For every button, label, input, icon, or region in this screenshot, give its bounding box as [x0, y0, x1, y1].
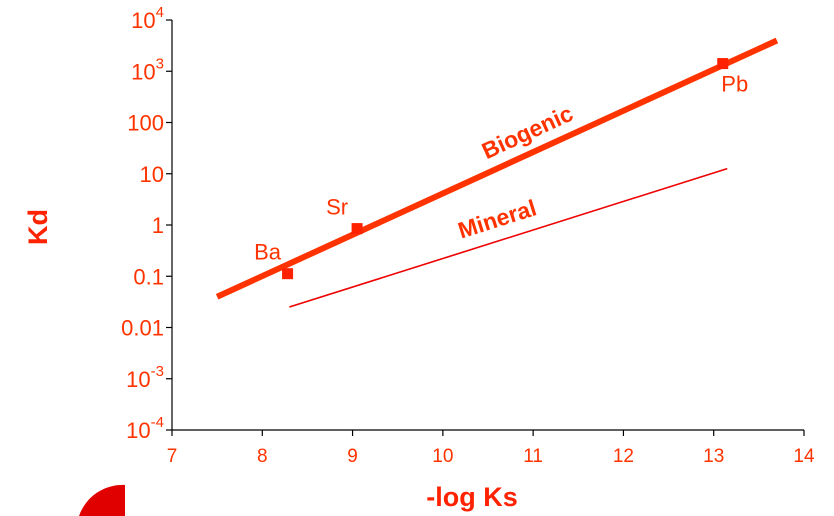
y-tick-exponent: -4 — [151, 414, 164, 431]
y-tick-exponent: 3 — [156, 55, 164, 72]
y-tick-label: 10 — [140, 162, 164, 187]
y-tick-exponent: -3 — [151, 363, 164, 380]
point-label-sr: Sr — [326, 195, 348, 220]
point-label-ba: Ba — [254, 240, 282, 265]
point-marker-pb — [717, 58, 729, 70]
point-marker-sr — [351, 223, 363, 235]
y-tick-label: 0.01 — [121, 316, 164, 341]
y-tick-exponent: 4 — [156, 4, 164, 21]
point-marker-ba — [282, 268, 294, 280]
y-tick-label: 10-4 — [126, 414, 164, 443]
y-tick-label: 10-3 — [126, 363, 164, 392]
y-tick-label: 0.1 — [133, 264, 164, 289]
x-tick-label: 8 — [257, 446, 268, 467]
x-tick-label: 11 — [523, 446, 543, 467]
x-tick-label: 14 — [793, 446, 815, 467]
y-tick-label: 103 — [131, 55, 164, 84]
x-tick-label: 13 — [703, 446, 724, 467]
y-tick-label: 100 — [127, 111, 164, 136]
y-tick-base: 10 — [126, 367, 150, 392]
series-line-mineral — [289, 167, 728, 308]
y-tick-label: 104 — [131, 4, 164, 33]
x-tick-label: 7 — [167, 446, 178, 467]
series-line-biogenic — [215, 37, 779, 300]
x-ticks: 7 8 9 10 11 12 13 14 — [167, 430, 815, 467]
x-tick-label: 9 — [347, 446, 358, 467]
data-points: Ba Sr Pb — [254, 58, 748, 280]
decorative-red-shape — [79, 484, 125, 516]
series-label-mineral: Mineral — [455, 194, 540, 243]
x-tick-label: 10 — [432, 446, 453, 467]
y-axis-title: Kd — [23, 209, 53, 245]
y-tick-base: 10 — [131, 59, 155, 84]
y-tick-base: 10 — [131, 8, 155, 33]
point-label-pb: Pb — [721, 72, 748, 97]
x-axis-title: -log Ks — [426, 482, 518, 512]
y-tick-base: 10 — [126, 418, 150, 443]
x-tick-label: 12 — [613, 446, 634, 467]
y-tick-label: 1 — [152, 213, 164, 238]
